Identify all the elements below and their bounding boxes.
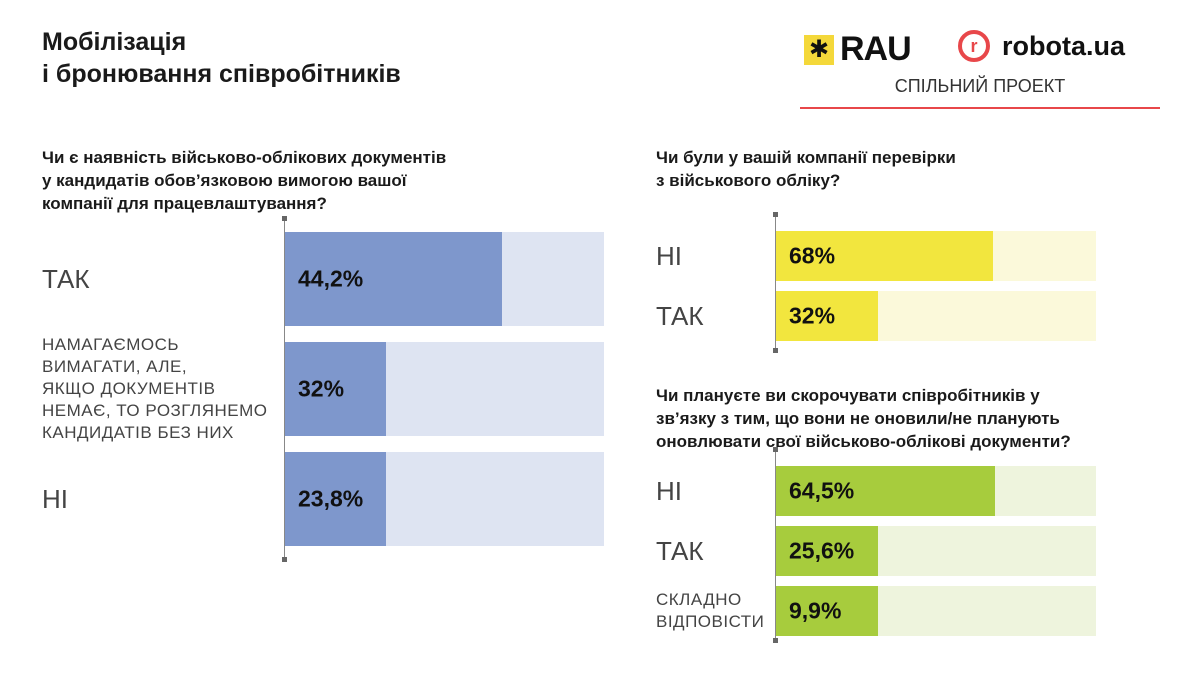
header-divider <box>800 107 1160 109</box>
category-label-line: НАМАГАЄМОСЬ <box>42 335 180 354</box>
chart-axis <box>773 447 778 643</box>
title-line-1: Мобілізація <box>42 28 187 56</box>
category-label: НІ <box>656 477 682 505</box>
bar <box>284 232 502 326</box>
bar-track: 44,2% <box>284 232 604 326</box>
category-label-line: ЯКЩО ДОКУМЕНТІВ <box>42 379 216 398</box>
question-line: з військового обліку? <box>656 171 841 190</box>
category-label-line: ТАК <box>656 536 704 566</box>
chart-axis <box>773 212 778 353</box>
bar <box>775 526 878 576</box>
category-label-line: НЕМАЄ, ТО РОЗГЛЯНЕМО <box>42 401 268 420</box>
data-label: 32% <box>789 302 836 329</box>
chart-question-2: Чи були у вашій компанії перевірки з війс… <box>656 146 1136 192</box>
bar-track: 25,6% <box>775 526 1096 576</box>
bar-track: 32% <box>775 291 1096 341</box>
chart-question-1: Чи є наявність військово-облікових докум… <box>42 146 542 215</box>
question-line: компанії для працевлаштування? <box>42 194 327 213</box>
category-label-line: НІ <box>42 484 68 514</box>
category-label: ТАК <box>656 302 704 330</box>
bar <box>775 586 878 636</box>
category-label-line: НІ <box>656 241 682 271</box>
question-line: оновлювати свої військово-облікові докум… <box>656 432 1071 451</box>
robota-logo: r robota.ua <box>958 30 1125 62</box>
chart-question-3: Чи плануєте ви скорочувати співробітникі… <box>656 384 1156 453</box>
category-label-line: КАНДИДАТІВ БЕЗ НИХ <box>42 423 234 442</box>
category-label: ТАК <box>42 265 90 293</box>
chart-axis <box>282 216 287 562</box>
question-line: Чи були у вашій компанії перевірки <box>656 148 956 167</box>
bar-track: 68% <box>775 231 1096 281</box>
category-label-line: СКЛАДНО <box>656 590 742 609</box>
data-label: 64,5% <box>789 477 855 504</box>
question-line: зв’язку з тим, що вони не оновили/не пла… <box>656 409 1060 428</box>
rau-logo-text: RAU <box>840 30 912 68</box>
bar-track: 64,5% <box>775 466 1096 516</box>
bar <box>284 342 387 436</box>
bar <box>284 452 387 546</box>
category-label: НАМАГАЄМОСЬ ВИМАГАТИ, АЛЕ, ЯКЩО ДОКУМЕНТІВ… <box>42 334 268 444</box>
bar <box>775 291 878 341</box>
question-line: Чи плануєте ви скорочувати співробітникі… <box>656 386 1040 405</box>
category-label-line: ТАК <box>656 301 704 331</box>
robota-r-icon: r <box>958 30 990 62</box>
rau-star-icon: ✱ <box>804 34 834 65</box>
data-label: 9,9% <box>789 597 842 624</box>
category-label-line: ВІДПОВІСТИ <box>656 612 765 631</box>
data-label: 68% <box>789 242 836 269</box>
title-line-2: і бронювання співробітників <box>42 60 401 88</box>
page-title: Мобілізація і бронювання співробітників <box>42 26 401 90</box>
data-label: 44,2% <box>298 265 364 292</box>
robota-logo-text: robota.ua <box>1002 30 1126 61</box>
category-label: НІ <box>42 485 68 513</box>
bar-track: 23,8% <box>284 452 604 546</box>
bar-track: 9,9% <box>775 586 1096 636</box>
category-label-line: ВИМАГАТИ, АЛЕ, <box>42 357 188 376</box>
category-label: НІ <box>656 242 682 270</box>
category-label-line: ТАК <box>42 264 90 294</box>
category-label: ТАК <box>656 537 704 565</box>
question-line: у кандидатів обов’язковою вимогою вашої <box>42 171 407 190</box>
data-label: 32% <box>298 375 345 402</box>
joint-project-label: СПІЛЬНИЙ ПРОЕКТ <box>894 76 1066 96</box>
bar <box>775 466 995 516</box>
bar-track: 32% <box>284 342 604 436</box>
category-label: СКЛАДНО ВІДПОВІСТИ <box>656 589 764 633</box>
data-label: 25,6% <box>789 537 855 564</box>
data-label: 23,8% <box>298 485 364 512</box>
question-line: Чи є наявність військово-облікових докум… <box>42 148 447 167</box>
rau-logo: ✱ RAU <box>804 30 912 69</box>
category-label-line: НІ <box>656 476 682 506</box>
bar <box>775 231 994 281</box>
